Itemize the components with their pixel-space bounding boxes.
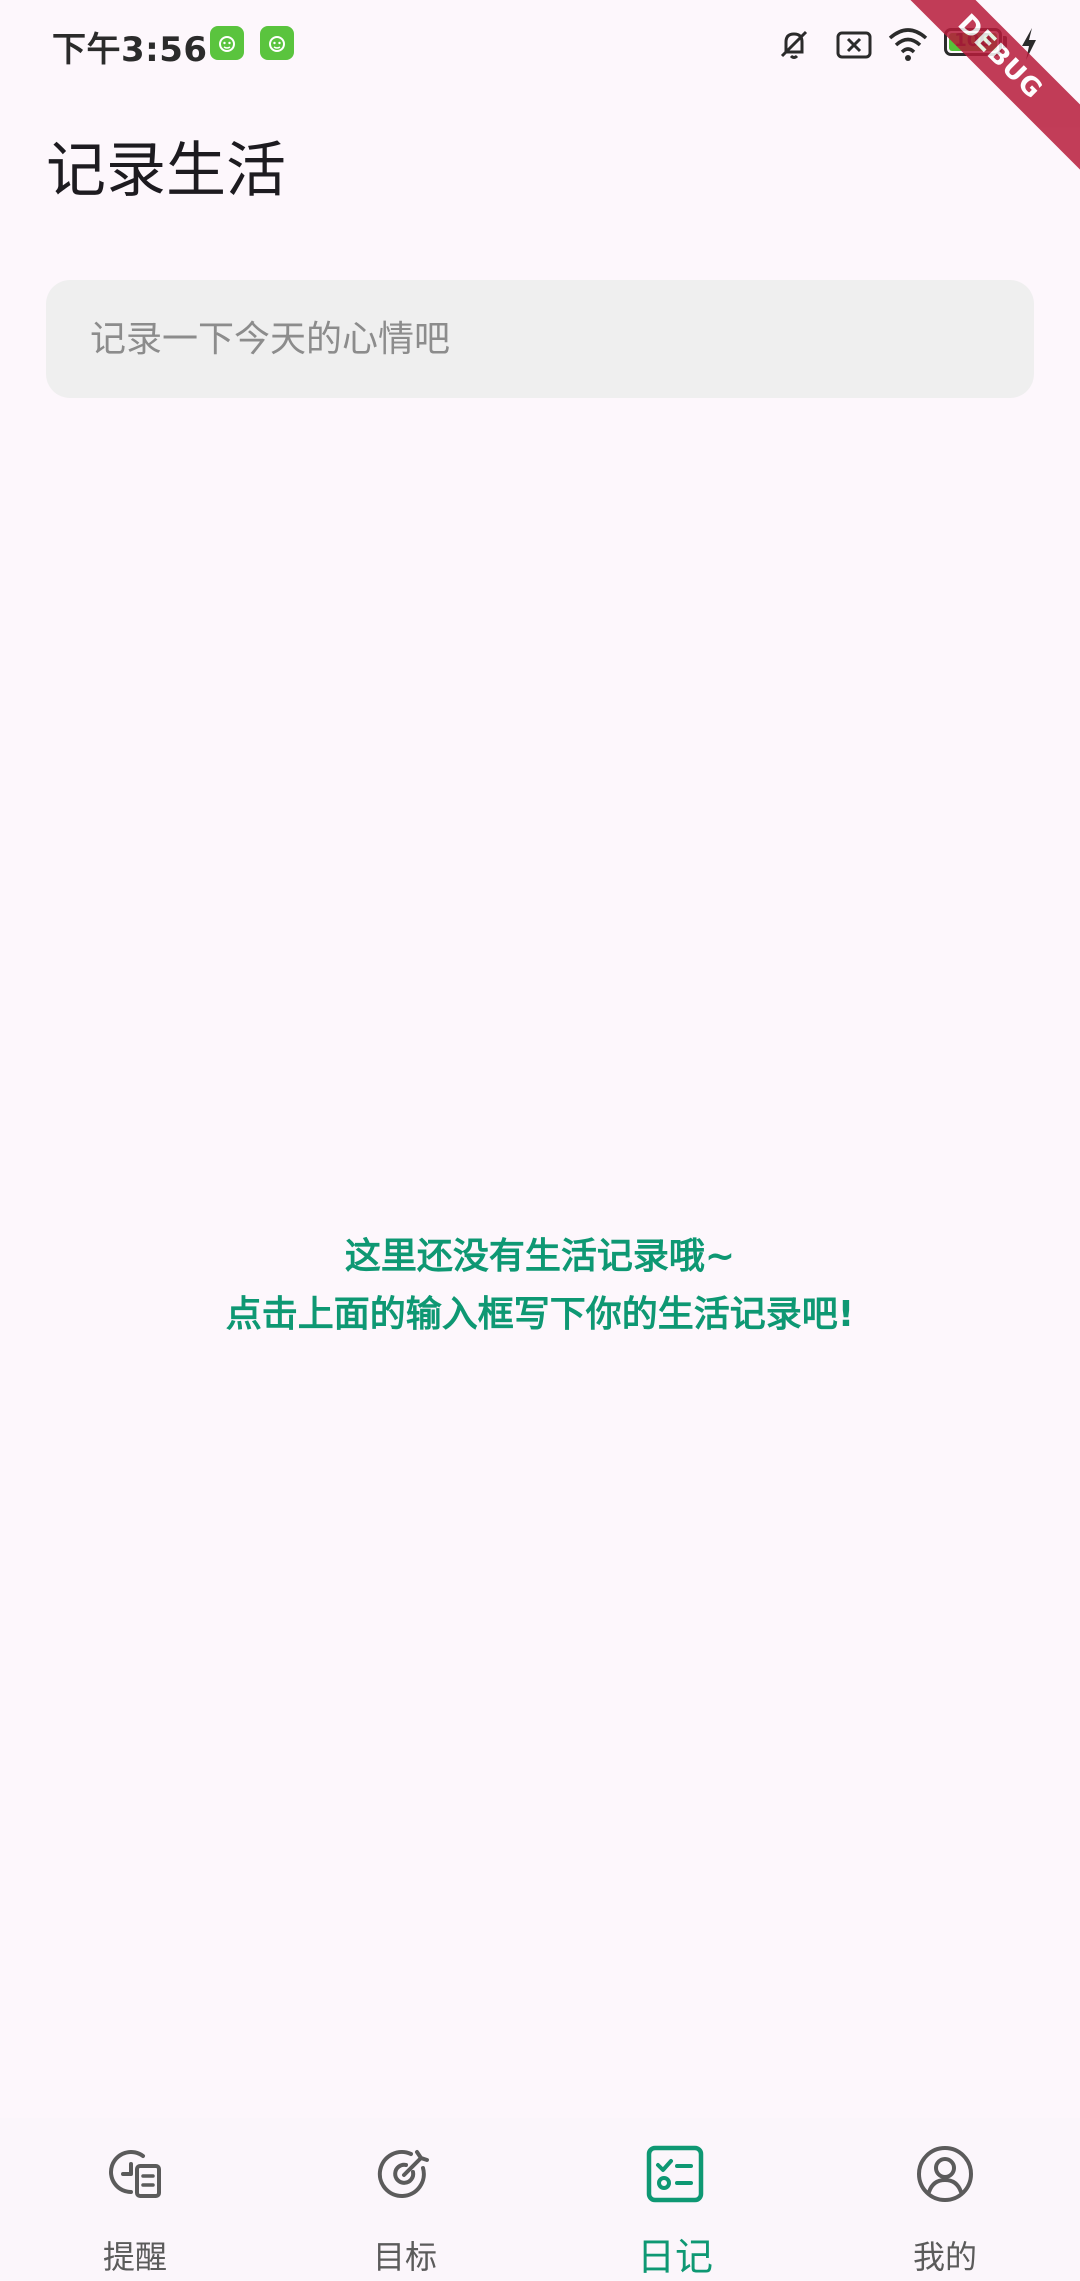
nav-label-diary: 日记 [636,2235,713,2279]
status-bar: 下午3:56 [0,0,1080,92]
mood-input-container[interactable] [46,280,1034,398]
bottom-navigation: 提醒 目标 日记 [0,2118,1080,2280]
mute-icon [774,24,814,68]
profile-icon [913,2142,977,2206]
empty-state-line-1: 这里还没有生活记录哦~ [344,1236,736,1277]
nav-item-reminder[interactable]: 提醒 [0,2118,270,2280]
app-notification-icon [210,26,244,60]
nav-label-reminder: 提醒 [102,2238,167,2276]
status-time: 下午3:56 [52,30,208,70]
nav-item-diary[interactable]: 日记 [540,2118,810,2280]
wifi-icon [886,24,930,68]
nav-label-target: 目标 [372,2238,437,2276]
target-icon [373,2142,437,2206]
empty-state-message: 这里还没有生活记录哦~ 点击上面的输入框写下你的生活记录吧! [0,1228,1080,1344]
no-sim-icon [834,24,874,68]
page-title: 记录生活 [46,136,286,206]
checklist-icon [643,2142,707,2206]
mood-input[interactable] [46,280,1034,398]
nav-item-target[interactable]: 目标 [270,2118,540,2280]
empty-state-line-2: 点击上面的输入框写下你的生活记录吧! [225,1294,855,1335]
nav-label-profile: 我的 [912,2238,977,2276]
charging-icon [1018,26,1040,66]
app-notification-icon [260,26,294,60]
nav-item-profile[interactable]: 我的 [810,2118,1080,2280]
reminder-icon [103,2142,167,2206]
